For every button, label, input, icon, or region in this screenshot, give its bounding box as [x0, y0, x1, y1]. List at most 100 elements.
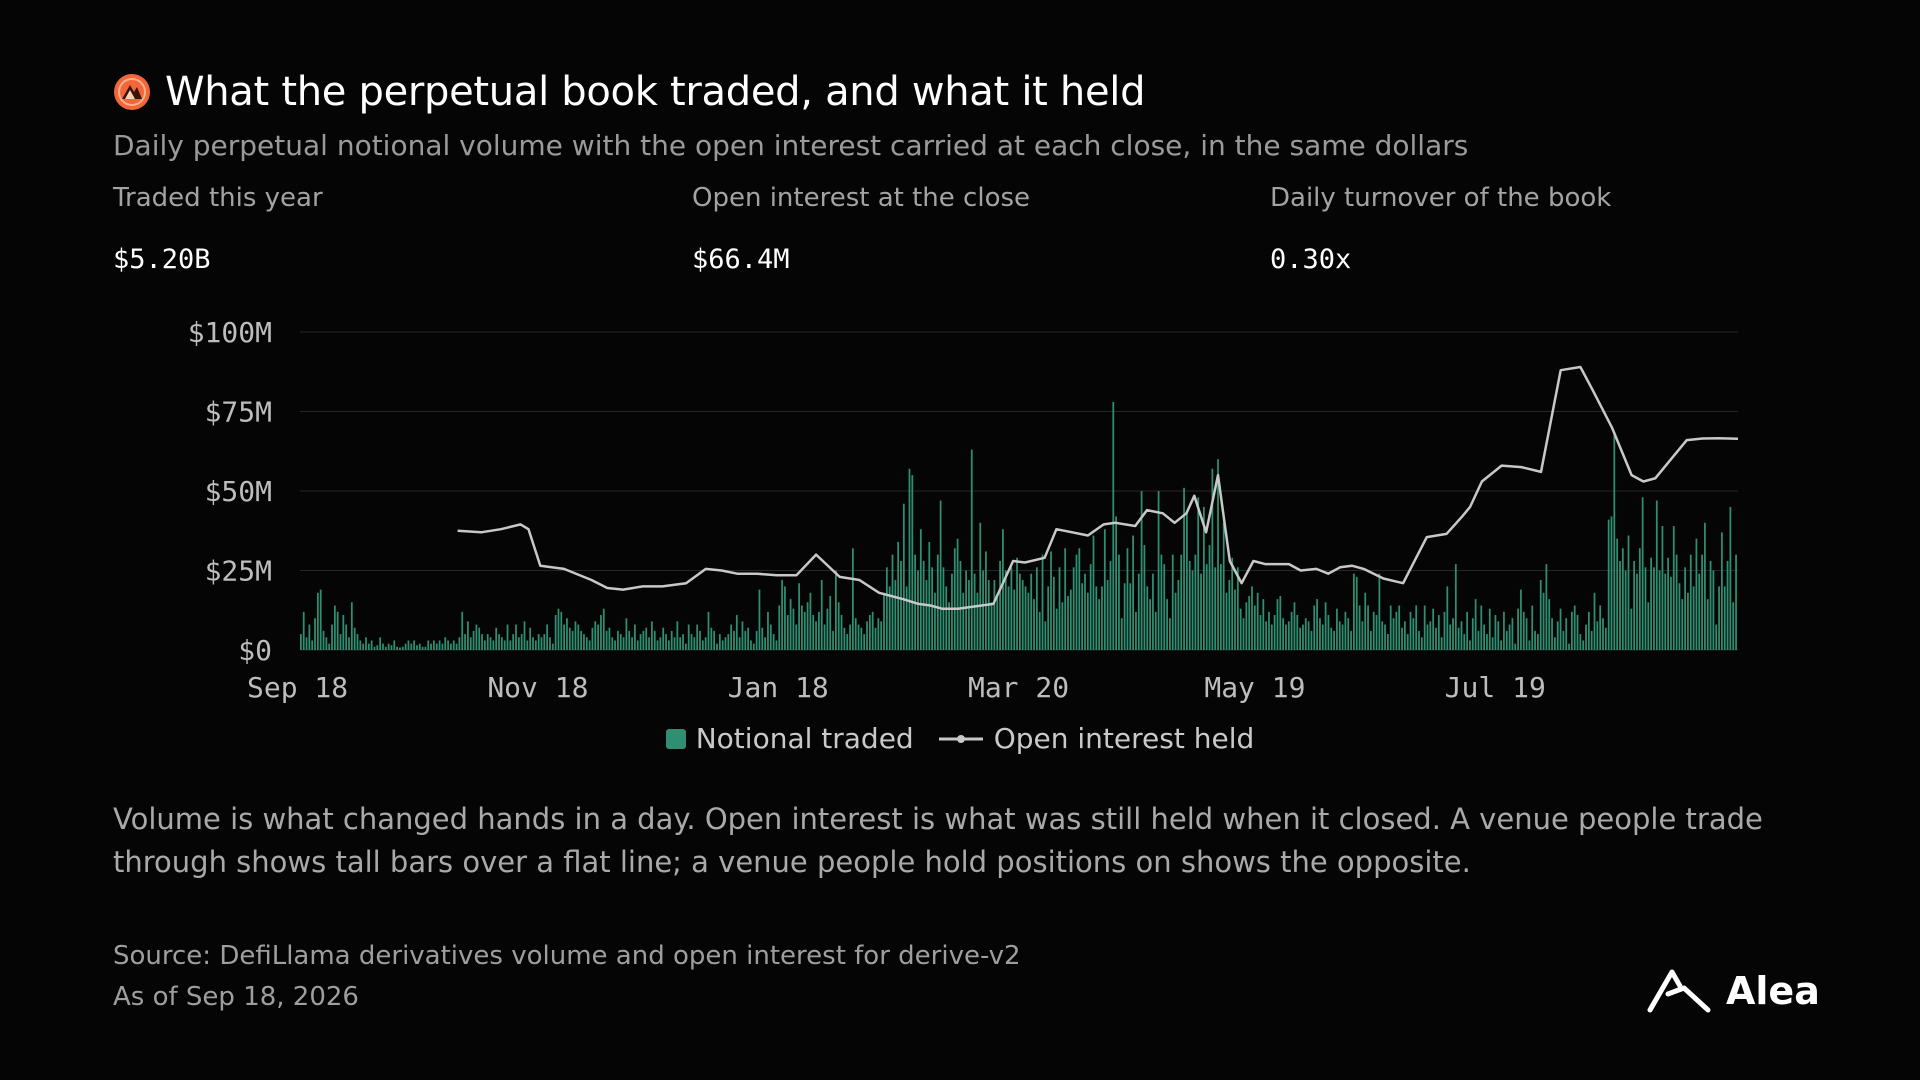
volume-bar	[880, 621, 883, 650]
volume-bar	[1449, 624, 1452, 650]
volume-bar	[772, 634, 775, 650]
volume-bar	[384, 646, 387, 650]
x-tick-label: May 19	[1204, 671, 1305, 704]
volume-bar	[645, 627, 648, 650]
volume-bar	[1661, 525, 1664, 650]
volume-bar	[1316, 599, 1318, 650]
volume-bar	[427, 640, 430, 650]
volume-bar	[653, 630, 656, 650]
open-interest-line	[457, 365, 1739, 610]
volume-bar	[1287, 621, 1290, 650]
volume-bar	[1364, 592, 1367, 650]
volume-bar	[999, 560, 1001, 650]
volume-bar	[764, 637, 766, 650]
volume-bar	[1163, 564, 1166, 650]
volume-bar	[1593, 592, 1596, 650]
x-tick-label: Mar 20	[968, 671, 1069, 704]
volume-bar	[1604, 627, 1607, 650]
volume-bar	[1735, 554, 1737, 650]
volume-bar	[846, 634, 849, 650]
volume-bar	[631, 637, 633, 650]
volume-bar	[1007, 586, 1010, 650]
volume-bar	[622, 637, 625, 650]
volume-bar	[809, 592, 812, 650]
volume-bar	[1653, 567, 1655, 650]
volume-bar	[1200, 573, 1202, 650]
volume-bar	[1336, 608, 1338, 650]
volume-bar	[1633, 560, 1636, 650]
volume-bar	[1517, 608, 1519, 650]
volume-bar	[594, 621, 597, 650]
volume-bar	[1338, 621, 1341, 650]
volume-bar	[328, 643, 331, 650]
volume-bar	[1242, 618, 1245, 650]
volume-bar	[1197, 497, 1200, 650]
volume-bar	[316, 592, 319, 650]
volume-bar	[1214, 567, 1217, 650]
volume-bar	[1471, 618, 1474, 650]
volume-bar	[1644, 567, 1647, 650]
volume-bar	[370, 640, 373, 650]
volume-bar	[1064, 548, 1067, 650]
y-tick-label: $75M	[205, 396, 272, 429]
volume-bar	[509, 640, 512, 650]
volume-bar	[1420, 637, 1423, 650]
bar-swatch-icon	[665, 728, 686, 749]
volume-bar	[506, 624, 509, 650]
volume-bar	[1692, 586, 1695, 650]
volume-bar	[1234, 589, 1236, 650]
volume-bar	[444, 637, 447, 650]
bar-layer	[300, 401, 1737, 650]
volume-bar	[1398, 605, 1401, 650]
volume-bar	[1647, 602, 1650, 650]
volume-bar	[464, 634, 466, 650]
volume-bar	[379, 637, 382, 650]
volume-bar	[1500, 640, 1502, 650]
stat-value: 0.30x	[1270, 244, 1352, 275]
x-tick-label: Jul 19	[1445, 671, 1546, 704]
volume-bar	[996, 595, 999, 650]
volume-bar	[1426, 624, 1429, 650]
volume-bar	[1384, 624, 1386, 650]
volume-bar	[1488, 608, 1491, 650]
volume-bar	[792, 608, 795, 650]
volume-bar	[1270, 624, 1273, 650]
alea-mark-icon	[1647, 969, 1711, 1013]
volume-bar	[467, 621, 469, 650]
volume-bar	[713, 630, 716, 650]
volume-bar	[1709, 560, 1712, 650]
volume-bar	[484, 640, 486, 650]
volume-bar	[718, 634, 721, 650]
stat-value: $5.20B	[113, 244, 211, 275]
volume-bar	[1562, 630, 1565, 650]
volume-bar	[1559, 608, 1562, 650]
volume-bar	[931, 567, 934, 650]
volume-bar	[854, 618, 857, 650]
volume-bar	[684, 643, 687, 650]
volume-bar	[1551, 618, 1553, 650]
volume-bar	[1205, 564, 1208, 650]
volume-bar	[1520, 589, 1522, 650]
volume-bar	[614, 640, 616, 650]
volume-bar	[1596, 621, 1599, 650]
volume-bar	[866, 621, 868, 650]
volume-bar	[1330, 627, 1333, 650]
volume-bar	[1282, 618, 1285, 650]
volume-bar	[832, 630, 834, 650]
volume-bar	[1194, 554, 1197, 650]
volume-bar	[387, 643, 390, 650]
volume-bar	[1477, 630, 1480, 650]
volume-bar	[871, 611, 874, 650]
volume-bar	[605, 630, 608, 650]
volume-bar	[1276, 599, 1279, 650]
volume-bar	[1027, 592, 1030, 650]
x-axis-ticks: Sep 18 Nov 18 Jan 18 Mar 20 May 19 Jul 19	[247, 671, 1546, 704]
volume-bar	[908, 468, 911, 650]
x-tick-label: Sep 18	[247, 671, 348, 704]
volume-bar	[1321, 624, 1324, 650]
volume-bar	[325, 637, 328, 650]
volume-bar	[1726, 560, 1729, 650]
volume-bar	[747, 627, 750, 650]
y-tick-label: $50M	[205, 475, 272, 508]
volume-bar	[560, 611, 563, 650]
